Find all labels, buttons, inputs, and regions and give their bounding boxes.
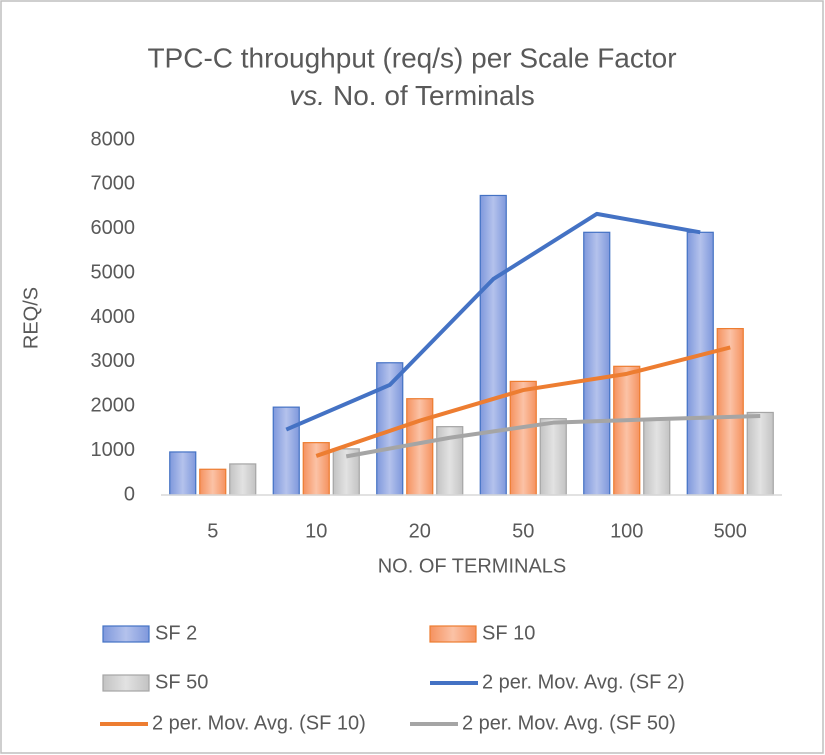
x-tick-label: 20 xyxy=(409,520,431,542)
subtitle-italic: vs. xyxy=(289,80,325,111)
legend-label: 2 per. Mov. Avg. (SF 10) xyxy=(152,712,366,734)
y-tick-label: 0 xyxy=(124,483,135,505)
bar xyxy=(302,442,330,496)
x-tick-label: 100 xyxy=(610,520,643,542)
bar xyxy=(613,365,641,496)
y-tick-label: 7000 xyxy=(91,173,136,195)
x-tick-label: 500 xyxy=(714,520,747,542)
bar xyxy=(272,406,300,496)
bar xyxy=(643,418,671,496)
moving-average-line xyxy=(315,345,731,458)
x-tick-label: 10 xyxy=(305,520,327,542)
bar xyxy=(716,327,744,496)
y-tick-label: 3000 xyxy=(91,350,136,372)
legend-swatch xyxy=(429,625,477,643)
bar xyxy=(479,194,507,496)
x-tick-label: 50 xyxy=(512,520,534,542)
x-tick-label: 5 xyxy=(207,520,218,542)
bar xyxy=(746,411,774,496)
y-tick-label: 5000 xyxy=(91,261,136,283)
y-tick-label: 8000 xyxy=(91,128,136,150)
y-tick-label: 6000 xyxy=(91,217,136,239)
moving-average-line xyxy=(285,211,701,432)
legend-label: SF 10 xyxy=(482,622,535,644)
moving-average-line xyxy=(345,414,761,459)
y-axis-label: REQ/S xyxy=(20,287,42,349)
legend-label: 2 per. Mov. Avg. (SF 50) xyxy=(462,712,676,734)
chart-title: TPC-C throughput (req/s) per Scale Facto… xyxy=(147,42,676,73)
bar xyxy=(169,451,197,496)
bar xyxy=(583,231,611,496)
x-axis-label: NO. OF TERMINALS xyxy=(378,555,567,577)
legend-label: 2 per. Mov. Avg. (SF 2) xyxy=(482,671,685,693)
bar xyxy=(199,468,227,496)
bar xyxy=(229,463,257,496)
legend-label: SF 50 xyxy=(155,671,208,693)
chart-subtitle: vs. No. of Terminals xyxy=(289,80,535,111)
legend-label: SF 2 xyxy=(155,622,197,644)
y-tick-label: 2000 xyxy=(91,395,136,417)
y-tick-label: 4000 xyxy=(91,306,136,328)
bar xyxy=(539,418,567,496)
bar xyxy=(406,398,434,496)
subtitle: No. of Terminals xyxy=(333,80,535,111)
bar xyxy=(686,231,714,496)
legend-swatch xyxy=(102,625,150,643)
legend-swatch xyxy=(102,674,150,692)
y-tick-label: 1000 xyxy=(91,439,136,461)
bar xyxy=(509,380,537,496)
